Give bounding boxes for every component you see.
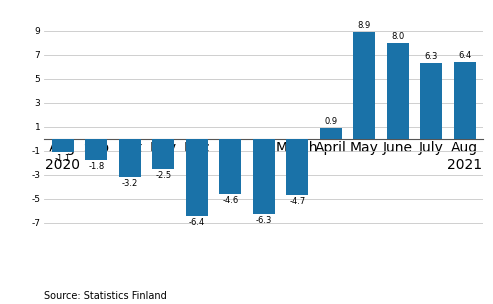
Bar bbox=[119, 139, 141, 177]
Text: -4.6: -4.6 bbox=[222, 196, 239, 205]
Bar bbox=[387, 43, 409, 139]
Text: -2.5: -2.5 bbox=[155, 171, 172, 180]
Text: Source: Statistics Finland: Source: Statistics Finland bbox=[44, 291, 167, 301]
Bar bbox=[454, 62, 476, 139]
Bar bbox=[253, 139, 275, 214]
Text: -3.2: -3.2 bbox=[122, 179, 138, 188]
Bar bbox=[85, 139, 107, 160]
Text: 6.4: 6.4 bbox=[458, 51, 471, 60]
Text: -6.3: -6.3 bbox=[255, 216, 272, 226]
Text: -1.1: -1.1 bbox=[55, 154, 71, 163]
Bar bbox=[320, 128, 342, 139]
Text: 8.0: 8.0 bbox=[391, 32, 404, 40]
Text: 6.3: 6.3 bbox=[424, 52, 438, 61]
Bar bbox=[52, 139, 73, 152]
Bar bbox=[219, 139, 241, 194]
Bar bbox=[186, 139, 208, 216]
Bar bbox=[353, 32, 375, 139]
Bar bbox=[421, 63, 442, 139]
Bar bbox=[152, 139, 174, 169]
Text: 0.9: 0.9 bbox=[324, 117, 337, 126]
Bar bbox=[286, 139, 308, 195]
Text: -1.8: -1.8 bbox=[88, 162, 105, 171]
Text: -6.4: -6.4 bbox=[189, 218, 205, 227]
Text: 8.9: 8.9 bbox=[357, 21, 371, 30]
Text: -4.7: -4.7 bbox=[289, 197, 305, 206]
